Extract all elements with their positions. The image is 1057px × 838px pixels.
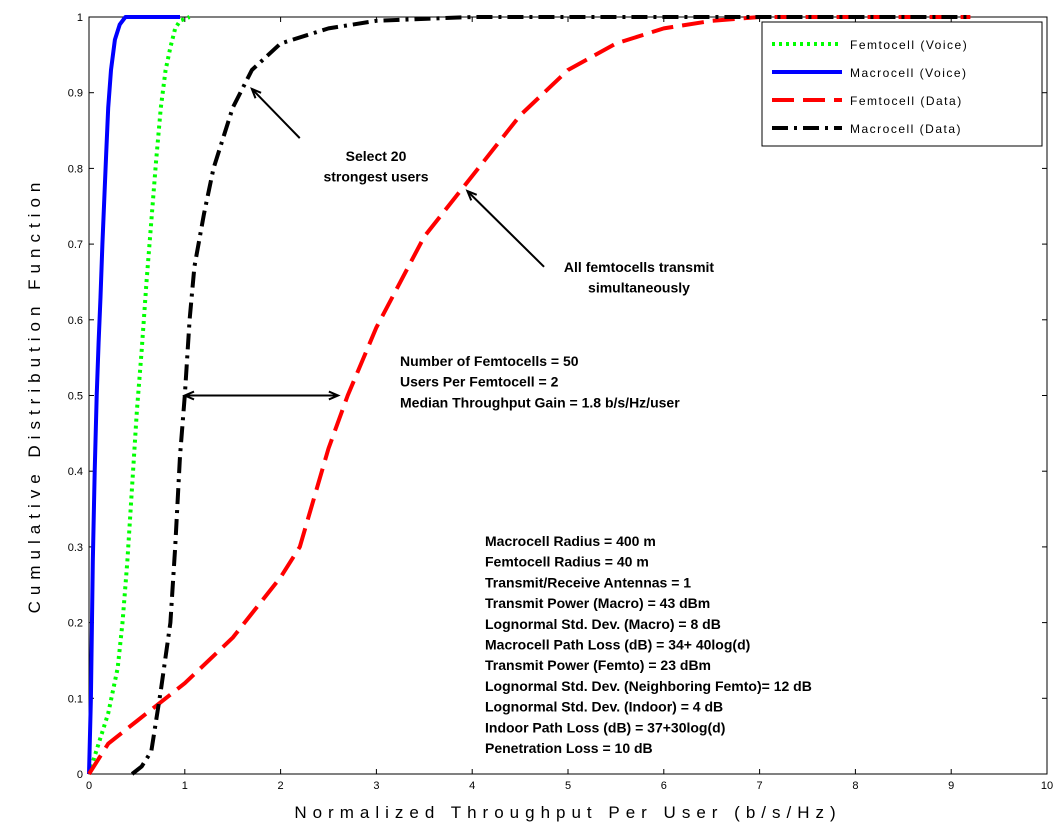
arrow-head [250,87,262,99]
legend-entry: Femtocell (Data) [850,94,963,108]
x-tick-label: 7 [757,780,763,792]
annotation-line: Transmit Power (Femto) = 23 dBm [485,657,711,673]
annotation-line: Median Throughput Gain = 1.8 b/s/Hz/user [400,394,680,410]
annotation-line: simultaneously [588,280,690,296]
annotations-layer: Select 20 strongest users All femtocells t… [323,148,811,756]
annotation-line: Select 20 [346,148,407,164]
annotation-arrow [466,190,545,268]
annotation-line: strongest users [323,169,428,185]
y-tick-label: 0.5 [68,391,83,403]
y-tick-label: 1 [77,12,83,24]
y-tick-label: 0.9 [68,88,83,100]
annotation-line: Transmit/Receive Antennas = 1 [485,574,691,590]
arrow-head [182,390,195,401]
series-line-0 [87,15,191,775]
legend-entry: Femtocell (Voice) [850,38,968,52]
x-tick-label: 8 [852,780,858,792]
y-tick-label: 0.2 [68,618,83,630]
annotation-line: Lognormal Std. Dev. (Neighboring Femto)=… [485,678,812,694]
annotation-line: Transmit Power (Macro) = 43 dBm [485,595,710,611]
arrow-head [328,390,341,401]
y-tick-label: 0 [77,769,83,781]
annotation-line: All femtocells transmit [564,259,714,275]
x-tick-label: 10 [1041,780,1053,792]
annotation-line: Number of Femtocells = 50 [400,353,579,369]
y-axis-label: Cumulative Distribution Function [25,177,44,614]
legend: Femtocell (Voice) Macrocell (Voice) Femtoc… [761,21,1043,147]
x-tick-label: 0 [86,780,92,792]
legend-entry: Macrocell (Voice) [850,66,968,80]
annotation-line: Indoor Path Loss (dB) = 37+30log(d) [485,719,725,735]
series-line-3 [130,15,971,776]
y-tick-label: 0.1 [68,693,83,705]
x-tick-label: 1 [182,780,188,792]
x-tick-label: 4 [469,780,475,792]
x-tick-label: 5 [565,780,571,792]
y-tick-label: 0.6 [68,315,83,327]
annotation-arrow [251,88,301,139]
y-tick-label: 0.3 [68,542,83,554]
x-tick-label: 3 [373,780,379,792]
x-tick-label: 6 [661,780,667,792]
x-tick-label: 2 [278,780,284,792]
axis-ticks: 0 1 2 3 4 5 6 7 8 9 10 0 0.1 0.2 0.3 0.4 0.5 0.6 0.7 0.8 0.9… [68,12,1053,792]
series-line-2 [87,15,971,776]
annotation-line: Macrocell Radius = 400 m [485,533,656,549]
annotation-line: Lognormal Std. Dev. (Indoor) = 4 dB [485,699,723,715]
y-tick-label: 0.4 [68,466,83,478]
arrow-head [465,189,478,201]
x-tick-label: 9 [948,780,954,792]
annotation-line: Users Per Femtocell = 2 [400,374,559,390]
series-layer [87,15,971,776]
y-tick-label: 0.8 [68,163,83,175]
annotation-line: Lognormal Std. Dev. (Macro) = 8 dB [485,616,721,632]
annotation-line: Penetration Loss = 10 dB [485,740,653,756]
series-line-1 [87,15,180,775]
annotation-line: Macrocell Path Loss (dB) = 34+ 40log(d) [485,637,750,653]
annotation-arrows [182,87,545,401]
legend-entry: Macrocell (Data) [850,122,962,136]
y-tick-label: 0.7 [68,239,83,251]
annotation-line: Femtocell Radius = 40 m [485,554,649,570]
x-axis-label: Normalized Throughput Per User (b/s/Hz) [294,803,841,822]
